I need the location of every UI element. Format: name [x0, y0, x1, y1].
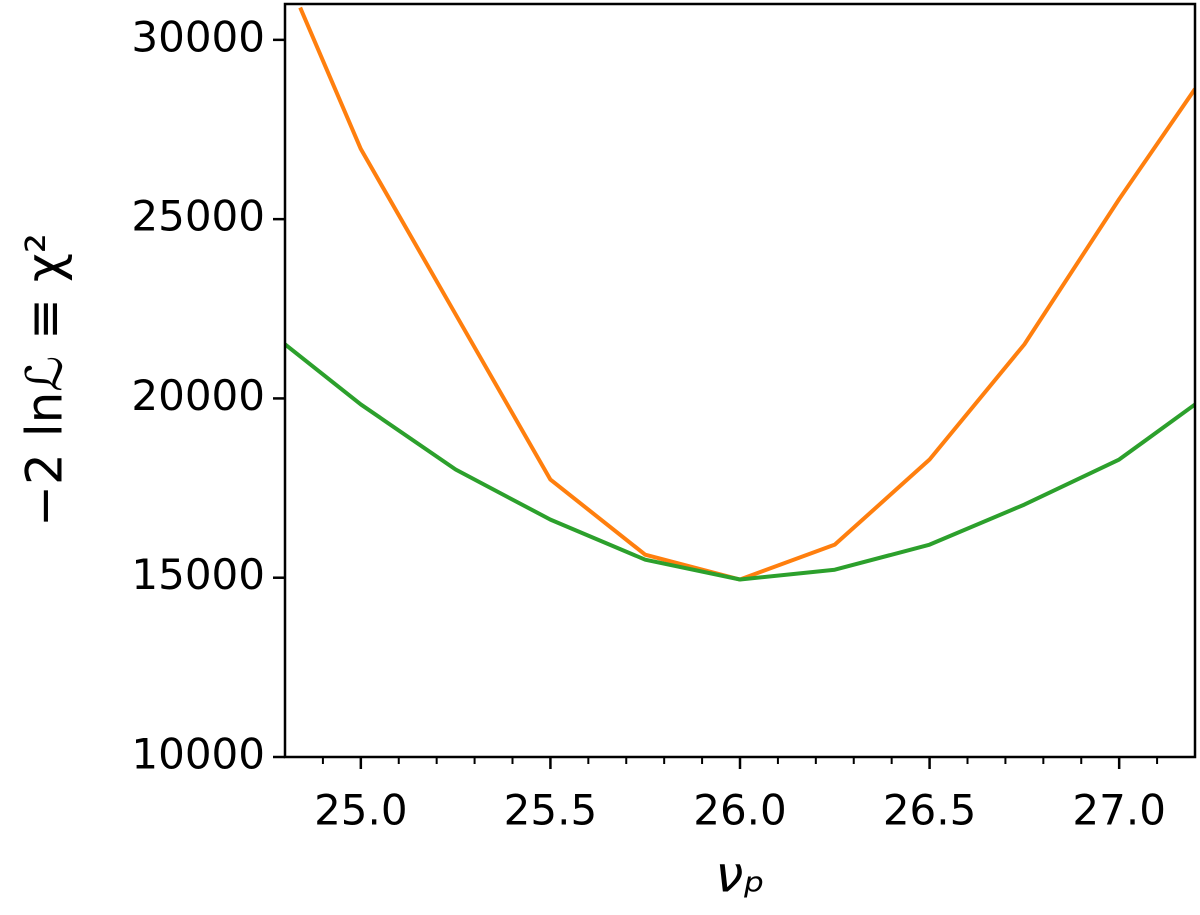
- y-tick-label: 15000: [131, 550, 265, 599]
- line-series: [285, 342, 1195, 582]
- x-tick-label: 25.5: [504, 786, 598, 835]
- x-tick-label: 26.5: [883, 786, 977, 835]
- x-tick-label: 26.0: [693, 786, 787, 835]
- x-axis-label: νₚ: [715, 846, 764, 904]
- x-tick-label: 27.0: [1072, 786, 1166, 835]
- y-tick-label: 30000: [131, 12, 265, 61]
- plot-frame: [283, 2, 1197, 759]
- y-tick-label: 10000: [131, 730, 265, 779]
- y-tick-label: 25000: [131, 192, 265, 241]
- y-axis-label: −2 lnℒ ≡ χ²: [16, 233, 74, 527]
- y-tick-label: 20000: [131, 371, 265, 420]
- line-series: [298, 6, 1195, 582]
- x-tick-label: 25.0: [314, 786, 408, 835]
